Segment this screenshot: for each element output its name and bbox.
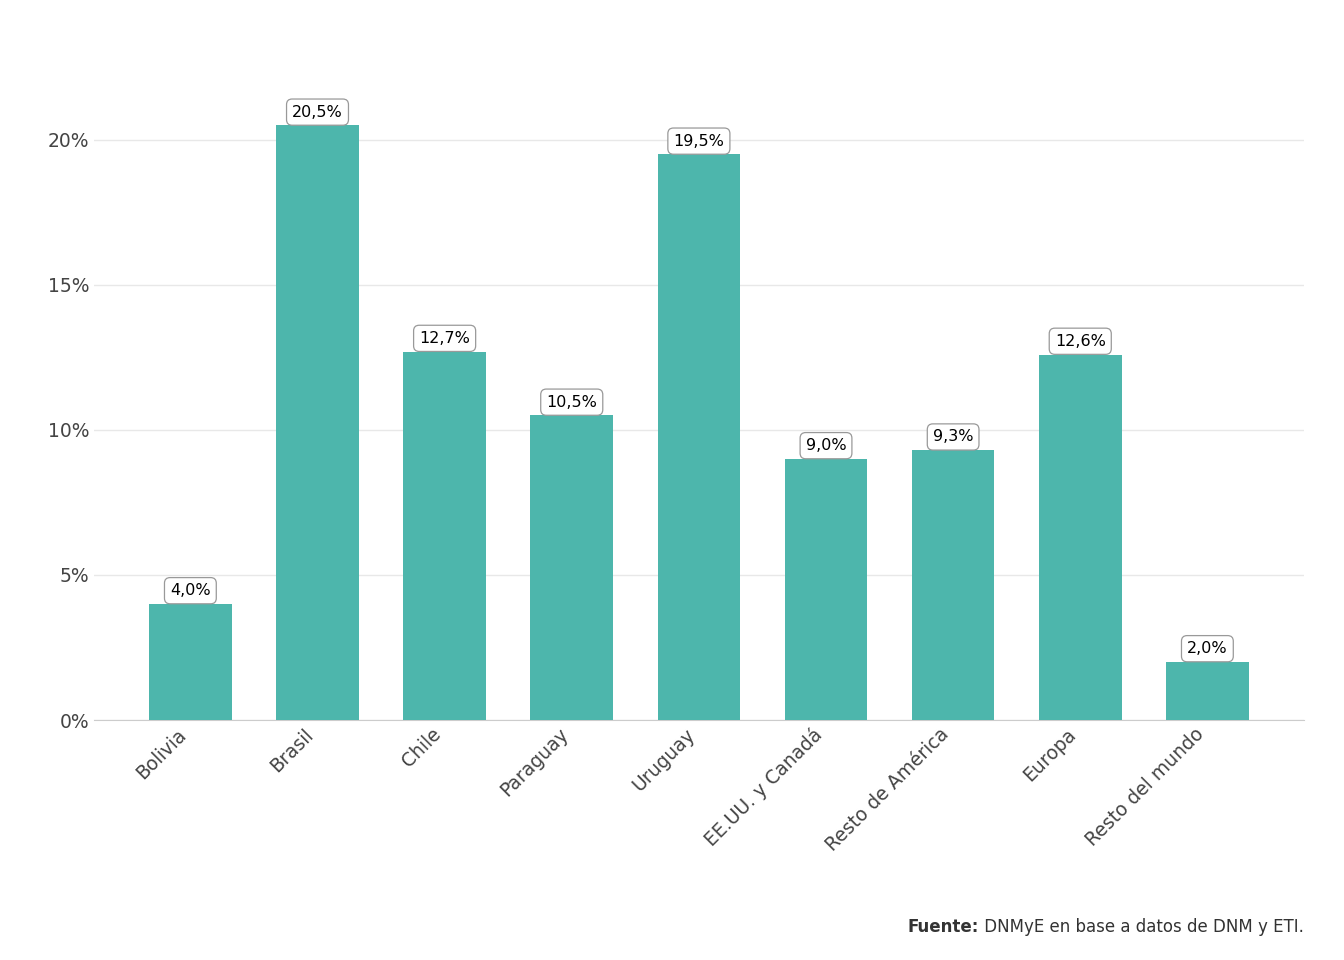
Text: 9,0%: 9,0% [805,438,847,453]
Text: Fuente:: Fuente: [907,918,978,936]
Text: 2,0%: 2,0% [1187,641,1227,657]
Bar [403,351,487,720]
Text: DNMyE en base a datos de DNM y ETI.: DNMyE en base a datos de DNM y ETI. [978,918,1304,936]
Text: 10,5%: 10,5% [546,395,597,410]
Bar [911,450,995,720]
Bar [785,459,867,720]
Bar [657,155,741,720]
Bar [276,126,359,720]
Text: 12,6%: 12,6% [1055,334,1106,348]
Bar [1167,662,1249,720]
Bar [149,604,231,720]
Text: 20,5%: 20,5% [292,105,343,120]
Text: 12,7%: 12,7% [419,331,470,346]
Text: 4,0%: 4,0% [171,583,211,598]
Text: 19,5%: 19,5% [673,133,724,149]
Text: 9,3%: 9,3% [933,429,973,444]
Bar [531,416,613,720]
Bar [1039,354,1122,720]
